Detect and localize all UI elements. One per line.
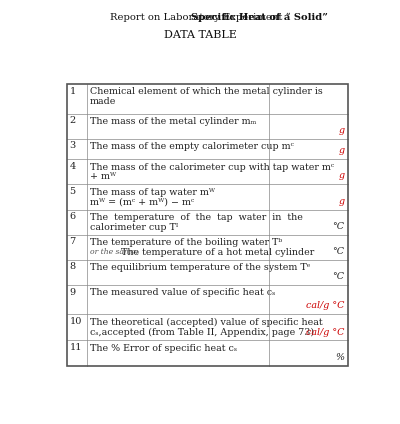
Text: cal/g °C: cal/g °C — [306, 301, 344, 310]
Text: 7: 7 — [70, 237, 76, 246]
Text: 11: 11 — [70, 343, 82, 352]
Text: calorimeter cup Tᴵ: calorimeter cup Tᴵ — [90, 223, 178, 232]
Text: mᵂ = (mᶜ + mᵂ) − mᶜ: mᵂ = (mᶜ + mᵂ) − mᶜ — [90, 198, 194, 206]
Text: The  temperature  of  the  tap  water  in  the: The temperature of the tap water in the — [90, 213, 302, 222]
Text: The mass of the calorimeter cup with tap water mᶜ: The mass of the calorimeter cup with tap… — [90, 162, 334, 172]
Text: The temperature of the boiling water Tᵇ: The temperature of the boiling water Tᵇ — [90, 238, 282, 247]
Text: The equilibrium temperature of the system Tᵉ: The equilibrium temperature of the syste… — [90, 263, 310, 272]
Text: 1: 1 — [70, 87, 76, 96]
Text: g: g — [338, 197, 344, 206]
Text: + mᵂ: + mᵂ — [90, 172, 116, 181]
Text: °C: °C — [332, 247, 344, 256]
Text: Specific Heat of a Solid”: Specific Heat of a Solid” — [191, 13, 328, 22]
Text: Report on Laboratory Experiment “: Report on Laboratory Experiment “ — [110, 13, 290, 22]
Text: 10: 10 — [70, 317, 82, 326]
Text: g: g — [338, 126, 344, 135]
Text: Chemical element of which the metal cylinder is: Chemical element of which the metal cyli… — [90, 87, 322, 96]
Text: 6: 6 — [70, 212, 76, 221]
Text: 8: 8 — [70, 262, 76, 271]
Text: 3: 3 — [70, 141, 76, 151]
Text: 9: 9 — [70, 287, 76, 296]
Text: DATA TABLE: DATA TABLE — [164, 30, 236, 40]
Text: cal/g °C: cal/g °C — [306, 328, 344, 337]
Text: g: g — [338, 171, 344, 181]
Text: %: % — [336, 353, 344, 362]
Text: °C: °C — [332, 272, 344, 281]
Text: °C: °C — [332, 222, 344, 231]
Text: or the same:: or the same: — [90, 248, 138, 256]
Text: made: made — [90, 97, 116, 106]
Text: The % Error of specific heat cₛ: The % Error of specific heat cₛ — [90, 344, 237, 353]
Text: 2: 2 — [70, 116, 76, 125]
Text: The mass of the metal cylinder mₘ: The mass of the metal cylinder mₘ — [90, 117, 256, 126]
Text: The mass of tap water mᵂ: The mass of tap water mᵂ — [90, 188, 215, 197]
Bar — [67, 84, 348, 365]
Text: The theoretical (accepted) value of specific heat: The theoretical (accepted) value of spec… — [90, 318, 322, 327]
Text: cₛ,accepted (from Table II, Appendix, page 73): cₛ,accepted (from Table II, Appendix, pa… — [90, 327, 314, 337]
Text: 4: 4 — [70, 162, 76, 171]
Text: The temperature of a hot metal cylinder: The temperature of a hot metal cylinder — [121, 248, 314, 257]
Text: g: g — [338, 146, 344, 155]
Text: The mass of the empty calorimeter cup mᶜ: The mass of the empty calorimeter cup mᶜ — [90, 142, 294, 151]
Text: 5: 5 — [70, 187, 76, 196]
Text: The measured value of specific heat cₛ: The measured value of specific heat cₛ — [90, 288, 275, 297]
